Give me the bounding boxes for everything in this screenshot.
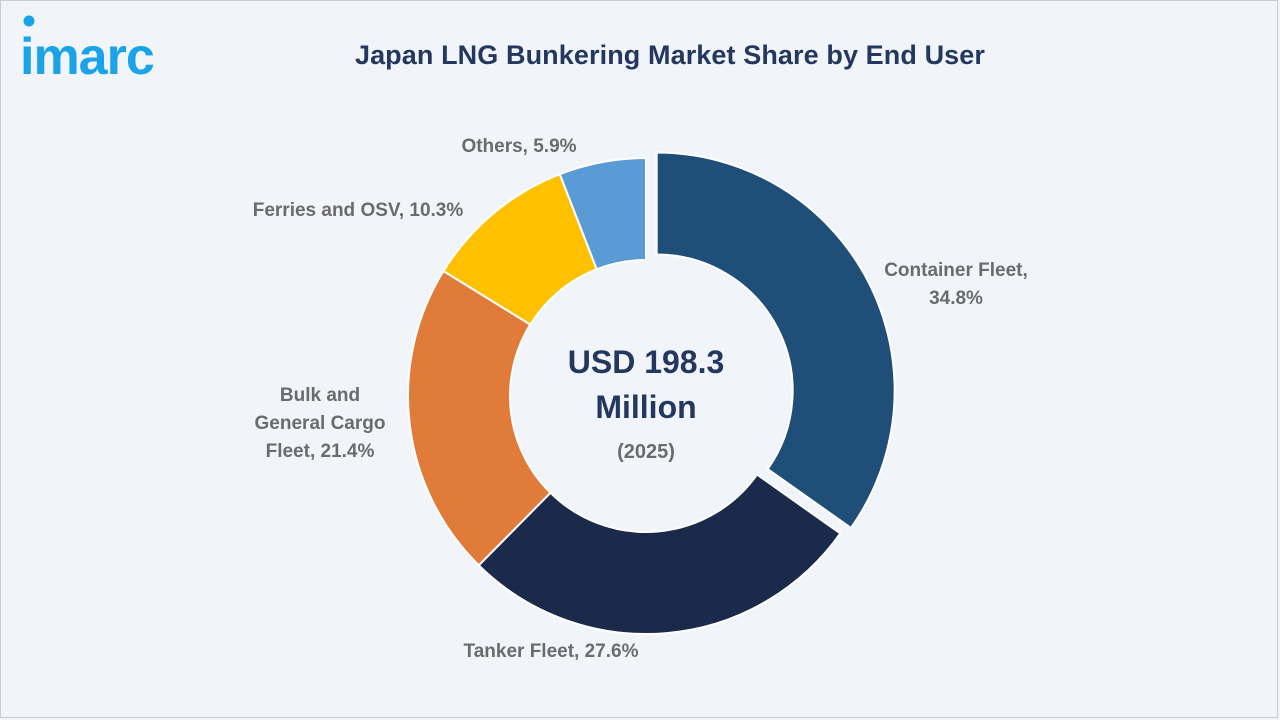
label-tanker-fleet: Tanker Fleet, 27.6% <box>464 641 639 662</box>
label-ferries-and-osv: Ferries and OSV, 10.3% <box>253 200 464 221</box>
label-others: Others, 5.9% <box>461 136 576 157</box>
center-year: (2025) <box>617 441 675 463</box>
center-value: USD 198.3 <box>568 344 725 380</box>
slice-container-fleet <box>657 152 895 527</box>
label-bulk-and-general-cargo-fleet: Bulk and General Cargo Fleet, 21.4% <box>255 385 386 462</box>
center-unit: Million <box>595 389 696 425</box>
label-container-fleet: Container Fleet, 34.8% <box>884 260 1028 309</box>
